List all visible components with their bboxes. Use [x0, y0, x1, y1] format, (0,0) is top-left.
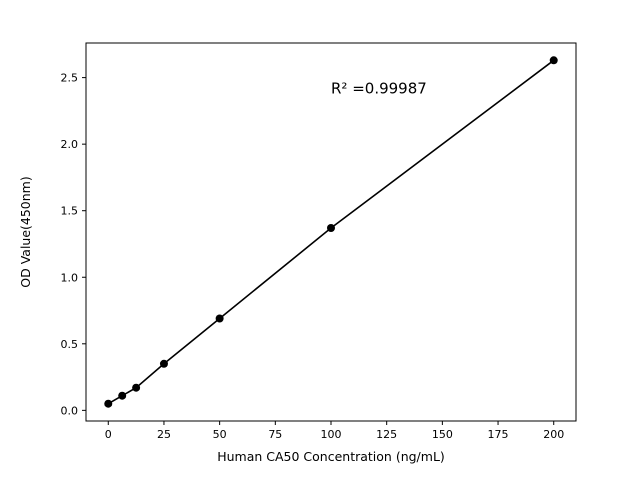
x-tick-label: 100: [321, 428, 342, 441]
plot-area: 0 25 50 75 100 125 150 175 200 0.0 0.5 1.0 1.5 2.0 2.5: [61, 42, 577, 441]
x-tick-label: 0: [105, 428, 112, 441]
data-point: [549, 56, 558, 65]
x-tick-label: 25: [157, 428, 171, 441]
data-point: [215, 314, 224, 323]
data-point: [104, 399, 113, 408]
data-point: [118, 391, 127, 400]
x-tick-label: 75: [268, 428, 282, 441]
x-tick-label: 200: [543, 428, 564, 441]
data-point: [159, 359, 168, 368]
y-tick-label: 1.0: [61, 271, 79, 284]
y-tick-label: 0.5: [61, 338, 79, 351]
y-tick-label: 2.5: [61, 72, 79, 85]
r-squared-annotation: R² =0.99987: [331, 80, 427, 98]
x-tick-label: 150: [432, 428, 453, 441]
data-point: [132, 383, 141, 392]
x-tick-label: 125: [376, 428, 397, 441]
x-axis-label: Human CA50 Concentration (ng/mL): [217, 449, 445, 464]
x-tick-label: 175: [488, 428, 509, 441]
y-axis-label: OD Value(450nm): [18, 176, 33, 287]
x-tick-label: 50: [213, 428, 227, 441]
y-tick-label: 1.5: [61, 205, 79, 218]
data-point: [327, 224, 335, 233]
y-tick-label: 2.0: [61, 138, 79, 151]
y-tick-label: 0.0: [61, 404, 79, 417]
